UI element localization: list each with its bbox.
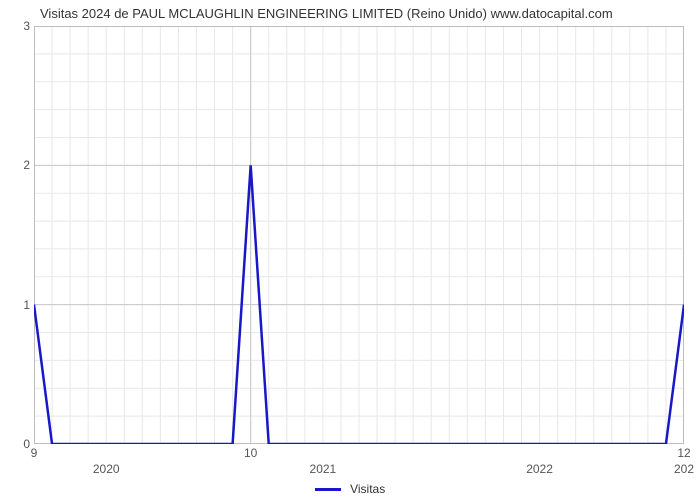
y-tick-label: 2 xyxy=(10,158,30,172)
legend: Visitas xyxy=(0,482,700,496)
legend-swatch xyxy=(315,488,341,491)
y-tick-label: 3 xyxy=(10,19,30,33)
x-tick-top-label: 9 xyxy=(31,446,38,460)
x-tick-top-label: 10 xyxy=(244,446,257,460)
x-tick-top-label: 12 xyxy=(677,446,690,460)
x-tick-bottom-label: 2022 xyxy=(526,462,553,476)
x-tick-bottom-label: 202 xyxy=(674,462,694,476)
y-tick-label: 1 xyxy=(10,298,30,312)
plot-area xyxy=(34,26,684,444)
x-tick-bottom-label: 2021 xyxy=(310,462,337,476)
chart-container: Visitas 2024 de PAUL MCLAUGHLIN ENGINEER… xyxy=(0,0,700,500)
y-tick-label: 0 xyxy=(10,437,30,451)
x-tick-bottom-label: 2020 xyxy=(93,462,120,476)
legend-label: Visitas xyxy=(350,482,385,496)
chart-title: Visitas 2024 de PAUL MCLAUGHLIN ENGINEER… xyxy=(40,6,613,21)
